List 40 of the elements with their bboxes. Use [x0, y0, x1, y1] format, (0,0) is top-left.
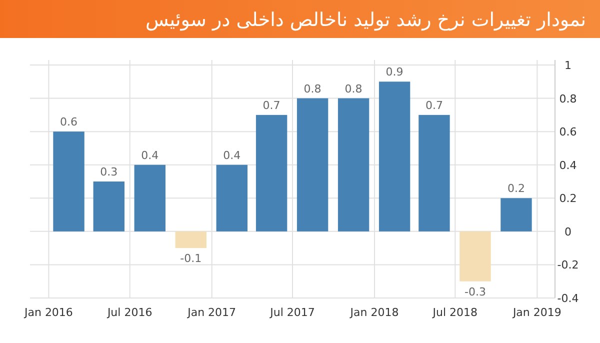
bar: [175, 231, 206, 248]
bar: [460, 231, 491, 282]
bar: [378, 82, 410, 232]
chart-title: نمودار تغییرات نرخ رشد تولید ناخالص داخلی در سوئیس: [146, 9, 586, 31]
y-tick-label: -0.4: [557, 292, 579, 305]
x-tick-label: Jan 2016: [23, 306, 73, 319]
bar: [338, 98, 370, 232]
bar: [93, 182, 124, 232]
x-tick-label: Jan 2019: [512, 306, 562, 319]
data-label: 0.4: [141, 148, 159, 162]
y-tick-label: 0.8: [559, 92, 577, 106]
data-label: 0.2: [507, 182, 525, 196]
y-tick-label: -0.2: [557, 258, 579, 272]
y-tick-label: 1: [564, 59, 572, 72]
bar: [418, 114, 450, 232]
x-tick-label: Jul 2018: [432, 306, 478, 319]
data-label: 0.4: [223, 148, 241, 162]
data-label: -0.3: [464, 285, 486, 298]
x-tick-label: Jan 2017: [186, 306, 236, 319]
bar: [296, 98, 328, 232]
bar: [53, 132, 84, 232]
y-tick-label: 0.4: [559, 158, 577, 172]
bar: [134, 164, 166, 232]
bar: [216, 164, 248, 232]
y-tick-label: 0.2: [559, 192, 577, 206]
data-label: 0.6: [60, 116, 78, 129]
data-label: -0.1: [180, 252, 202, 266]
y-tick-label: 0: [564, 225, 572, 238]
data-label: 0.7: [262, 98, 280, 112]
bar: [256, 114, 288, 232]
x-tick-label: Jan 2018: [349, 306, 399, 319]
x-tick-label: Jul 2016: [106, 306, 152, 319]
data-label: 0.8: [344, 82, 362, 96]
data-label: 0.3: [100, 166, 118, 178]
data-label: 0.8: [304, 82, 322, 96]
data-label: 0.9: [386, 66, 404, 79]
data-label: 0.7: [425, 98, 443, 112]
bar: [500, 198, 532, 232]
x-tick-label: Jul 2017: [269, 306, 315, 319]
y-tick-label: 0.6: [559, 126, 577, 139]
